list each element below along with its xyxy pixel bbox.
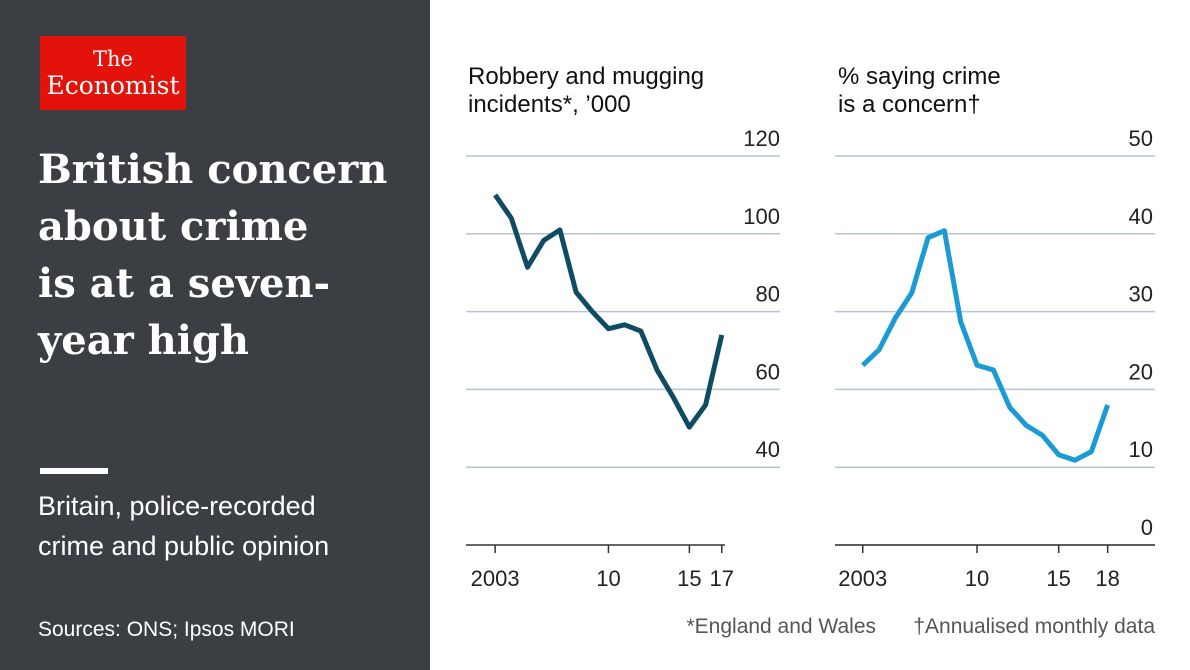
chart-title: incidents*, ’000 <box>468 91 631 118</box>
y-tick-label: 40 <box>756 437 780 462</box>
rule <box>40 468 108 474</box>
y-tick-label: 80 <box>756 282 780 307</box>
footnote: *England and Wales <box>686 615 876 638</box>
footnote: †Annualised monthly data <box>913 615 1155 638</box>
data-line <box>861 228 1111 463</box>
y-tick-label: 0 <box>1141 515 1153 540</box>
x-tick-label: 15 <box>677 566 701 591</box>
x-tick-label: 10 <box>596 566 620 591</box>
x-tick-label: 2003 <box>838 566 887 591</box>
y-tick-label: 120 <box>743 126 780 151</box>
logo-text: The <box>93 47 133 71</box>
subtitle: Britain, police-recorded <box>38 491 316 521</box>
y-tick-label: 40 <box>1129 204 1153 229</box>
y-tick-label: 50 <box>1129 126 1153 151</box>
chart-title: Robbery and mugging <box>468 63 704 90</box>
x-tick-label: 18 <box>1095 566 1119 591</box>
subtitle: crime and public opinion <box>38 531 329 561</box>
headline: year high <box>37 317 249 364</box>
logo-text: Economist <box>46 71 179 100</box>
chart-title: % saying crime <box>838 63 1001 90</box>
headline: is at a seven- <box>38 260 330 307</box>
x-tick-label: 15 <box>1046 566 1070 591</box>
headline: British concern <box>38 146 387 193</box>
x-tick-label: 17 <box>710 566 734 591</box>
side-panel <box>0 0 430 670</box>
y-tick-label: 100 <box>743 204 780 229</box>
headline: about crime <box>38 203 308 250</box>
y-tick-label: 30 <box>1129 282 1153 307</box>
data-line <box>493 193 725 430</box>
y-tick-label: 10 <box>1129 437 1153 462</box>
x-tick-label: 2003 <box>471 566 520 591</box>
y-tick-label: 20 <box>1129 359 1153 384</box>
x-tick-label: 10 <box>965 566 989 591</box>
chart-title: is a concern† <box>838 91 981 118</box>
source: Sources: ONS; Ipsos MORI <box>38 618 295 641</box>
logo-box <box>40 36 186 110</box>
y-tick-label: 60 <box>756 359 780 384</box>
